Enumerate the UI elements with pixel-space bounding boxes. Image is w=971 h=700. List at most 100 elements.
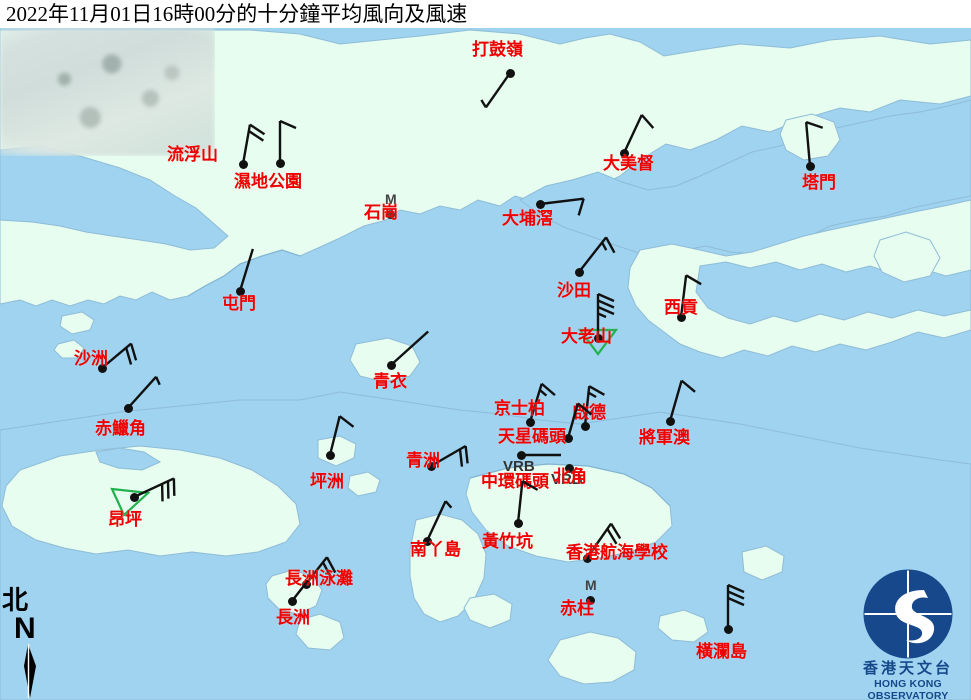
- station-label: 橫瀾島: [696, 642, 747, 661]
- station-dot: [123, 403, 133, 413]
- station-dot: [563, 433, 573, 443]
- station-label: 流浮山: [167, 145, 218, 164]
- wind-barb-icon: [622, 114, 655, 154]
- compass-label-english: N: [14, 612, 36, 645]
- station-dot: [535, 199, 545, 209]
- hko-logo-chinese: 香港天文台: [862, 661, 953, 677]
- wind-barb-icon: [430, 444, 469, 468]
- station-dot: [525, 417, 535, 427]
- station-dot: [386, 360, 396, 370]
- station-dot: [385, 209, 395, 219]
- wind-barb-icon: [528, 382, 556, 423]
- station-dot: [582, 553, 592, 563]
- station-label: 打鼓嶺: [472, 40, 523, 59]
- wind-barb-icon: [127, 375, 161, 409]
- station-label: 坪洲: [310, 472, 344, 491]
- station-label: 沙洲: [74, 349, 108, 368]
- title-bar: 2022年11月01日16時00分的十分鐘平均風向及風速: [0, 0, 971, 28]
- wind-barb-icon: [133, 477, 176, 502]
- wind-barb-icon: [586, 522, 622, 559]
- station-label: 青洲: [406, 451, 440, 470]
- station-status-marker: M: [585, 577, 597, 593]
- station-dot: [129, 492, 139, 502]
- station-dot: [422, 536, 432, 546]
- station-label: 京士柏: [494, 399, 545, 418]
- station-label: 香港航海學校: [566, 543, 668, 562]
- station-label: 赤柱: [560, 599, 594, 618]
- station-status-marker: M: [385, 191, 397, 207]
- wind-barb-icon: [480, 72, 511, 109]
- station-label: 天星碼頭: [498, 427, 566, 446]
- wind-barb-icon: [278, 119, 297, 163]
- station-dot: [574, 267, 584, 277]
- station-dot: [235, 286, 245, 296]
- wind-barb-icon: [566, 402, 593, 439]
- station-label: 南丫島: [410, 540, 461, 559]
- station-dot: [275, 158, 285, 168]
- station-label: 北角: [553, 467, 587, 486]
- station-dot: [676, 312, 686, 322]
- wind-barb-icon: [521, 453, 561, 457]
- wind-barb-icon: [679, 274, 702, 318]
- compass-rose: 北 N: [2, 588, 66, 700]
- station-label: 濕地公園: [234, 172, 302, 191]
- wind-barb-icon: [539, 197, 585, 216]
- compass-needle-icon: [24, 644, 36, 698]
- station-label: 大老山: [561, 327, 612, 346]
- station-label: 將軍澳: [639, 428, 690, 447]
- station-label: 大埔滘: [502, 209, 553, 228]
- wind-barb-icon: [516, 480, 539, 524]
- station-label: 中環碼頭: [481, 472, 549, 491]
- wind-barb-icon: [578, 236, 616, 273]
- wind-barb-icon: [726, 583, 745, 629]
- wind-barb-icon: [305, 556, 337, 585]
- station-label: 大美督: [603, 154, 654, 173]
- wind-barb-icon: [328, 415, 355, 456]
- station-label: 塔門: [802, 173, 836, 192]
- station-dot: [238, 159, 248, 169]
- station-label: 青衣: [373, 372, 407, 391]
- station-dot: [97, 363, 107, 373]
- wind-barb-icon: [583, 385, 605, 427]
- variable-wind-tag: VRB: [551, 471, 583, 488]
- station-dot: [426, 461, 436, 471]
- hko-logo-mark: [862, 568, 954, 660]
- station-dot: [287, 596, 297, 606]
- station-label: 黃竹坑: [482, 532, 533, 551]
- station-dot: [580, 421, 590, 431]
- station-label: 石崗: [364, 203, 398, 222]
- station-dot: [325, 450, 335, 460]
- station-dot: [513, 518, 523, 528]
- wind-barb-icon: [668, 379, 696, 422]
- variable-wind-tag: VRB: [503, 458, 535, 475]
- wind-barb-icon: [804, 121, 824, 167]
- wind-barb-icon: [238, 248, 255, 292]
- wind-barb-icon: [390, 330, 429, 366]
- hko-logo-english: HONG KONG OBSERVATORY: [867, 678, 949, 700]
- station-dot: [516, 450, 526, 460]
- station-dot: [505, 68, 515, 78]
- station-label: 沙田: [557, 281, 591, 300]
- gale-warning-triangle-icon: [110, 487, 151, 517]
- hko-logo: 香港天文台 HONG KONG OBSERVATORY: [845, 568, 971, 700]
- page-title: 2022年11月01日16時00分的十分鐘平均風向及風速: [6, 2, 468, 26]
- station-label: 赤鱲角: [95, 419, 146, 438]
- wind-barb-icon: [241, 123, 266, 165]
- station-dot: [593, 333, 603, 343]
- wind-barb-icon: [596, 292, 615, 338]
- station-label: 西貢: [664, 298, 698, 317]
- station-dot: [564, 463, 574, 473]
- station-dot: [619, 148, 629, 158]
- station-dot: [805, 161, 815, 171]
- compass-label-chinese: 北: [2, 586, 29, 615]
- wind-barb-icon: [425, 500, 453, 542]
- station-label: 昂坪: [108, 510, 142, 529]
- station-label: 屯門: [222, 294, 256, 313]
- station-label: 長洲泳灘: [285, 569, 353, 588]
- station-dot: [723, 624, 733, 634]
- station-dot: [585, 595, 595, 605]
- urban-satellite-patch: [0, 28, 215, 156]
